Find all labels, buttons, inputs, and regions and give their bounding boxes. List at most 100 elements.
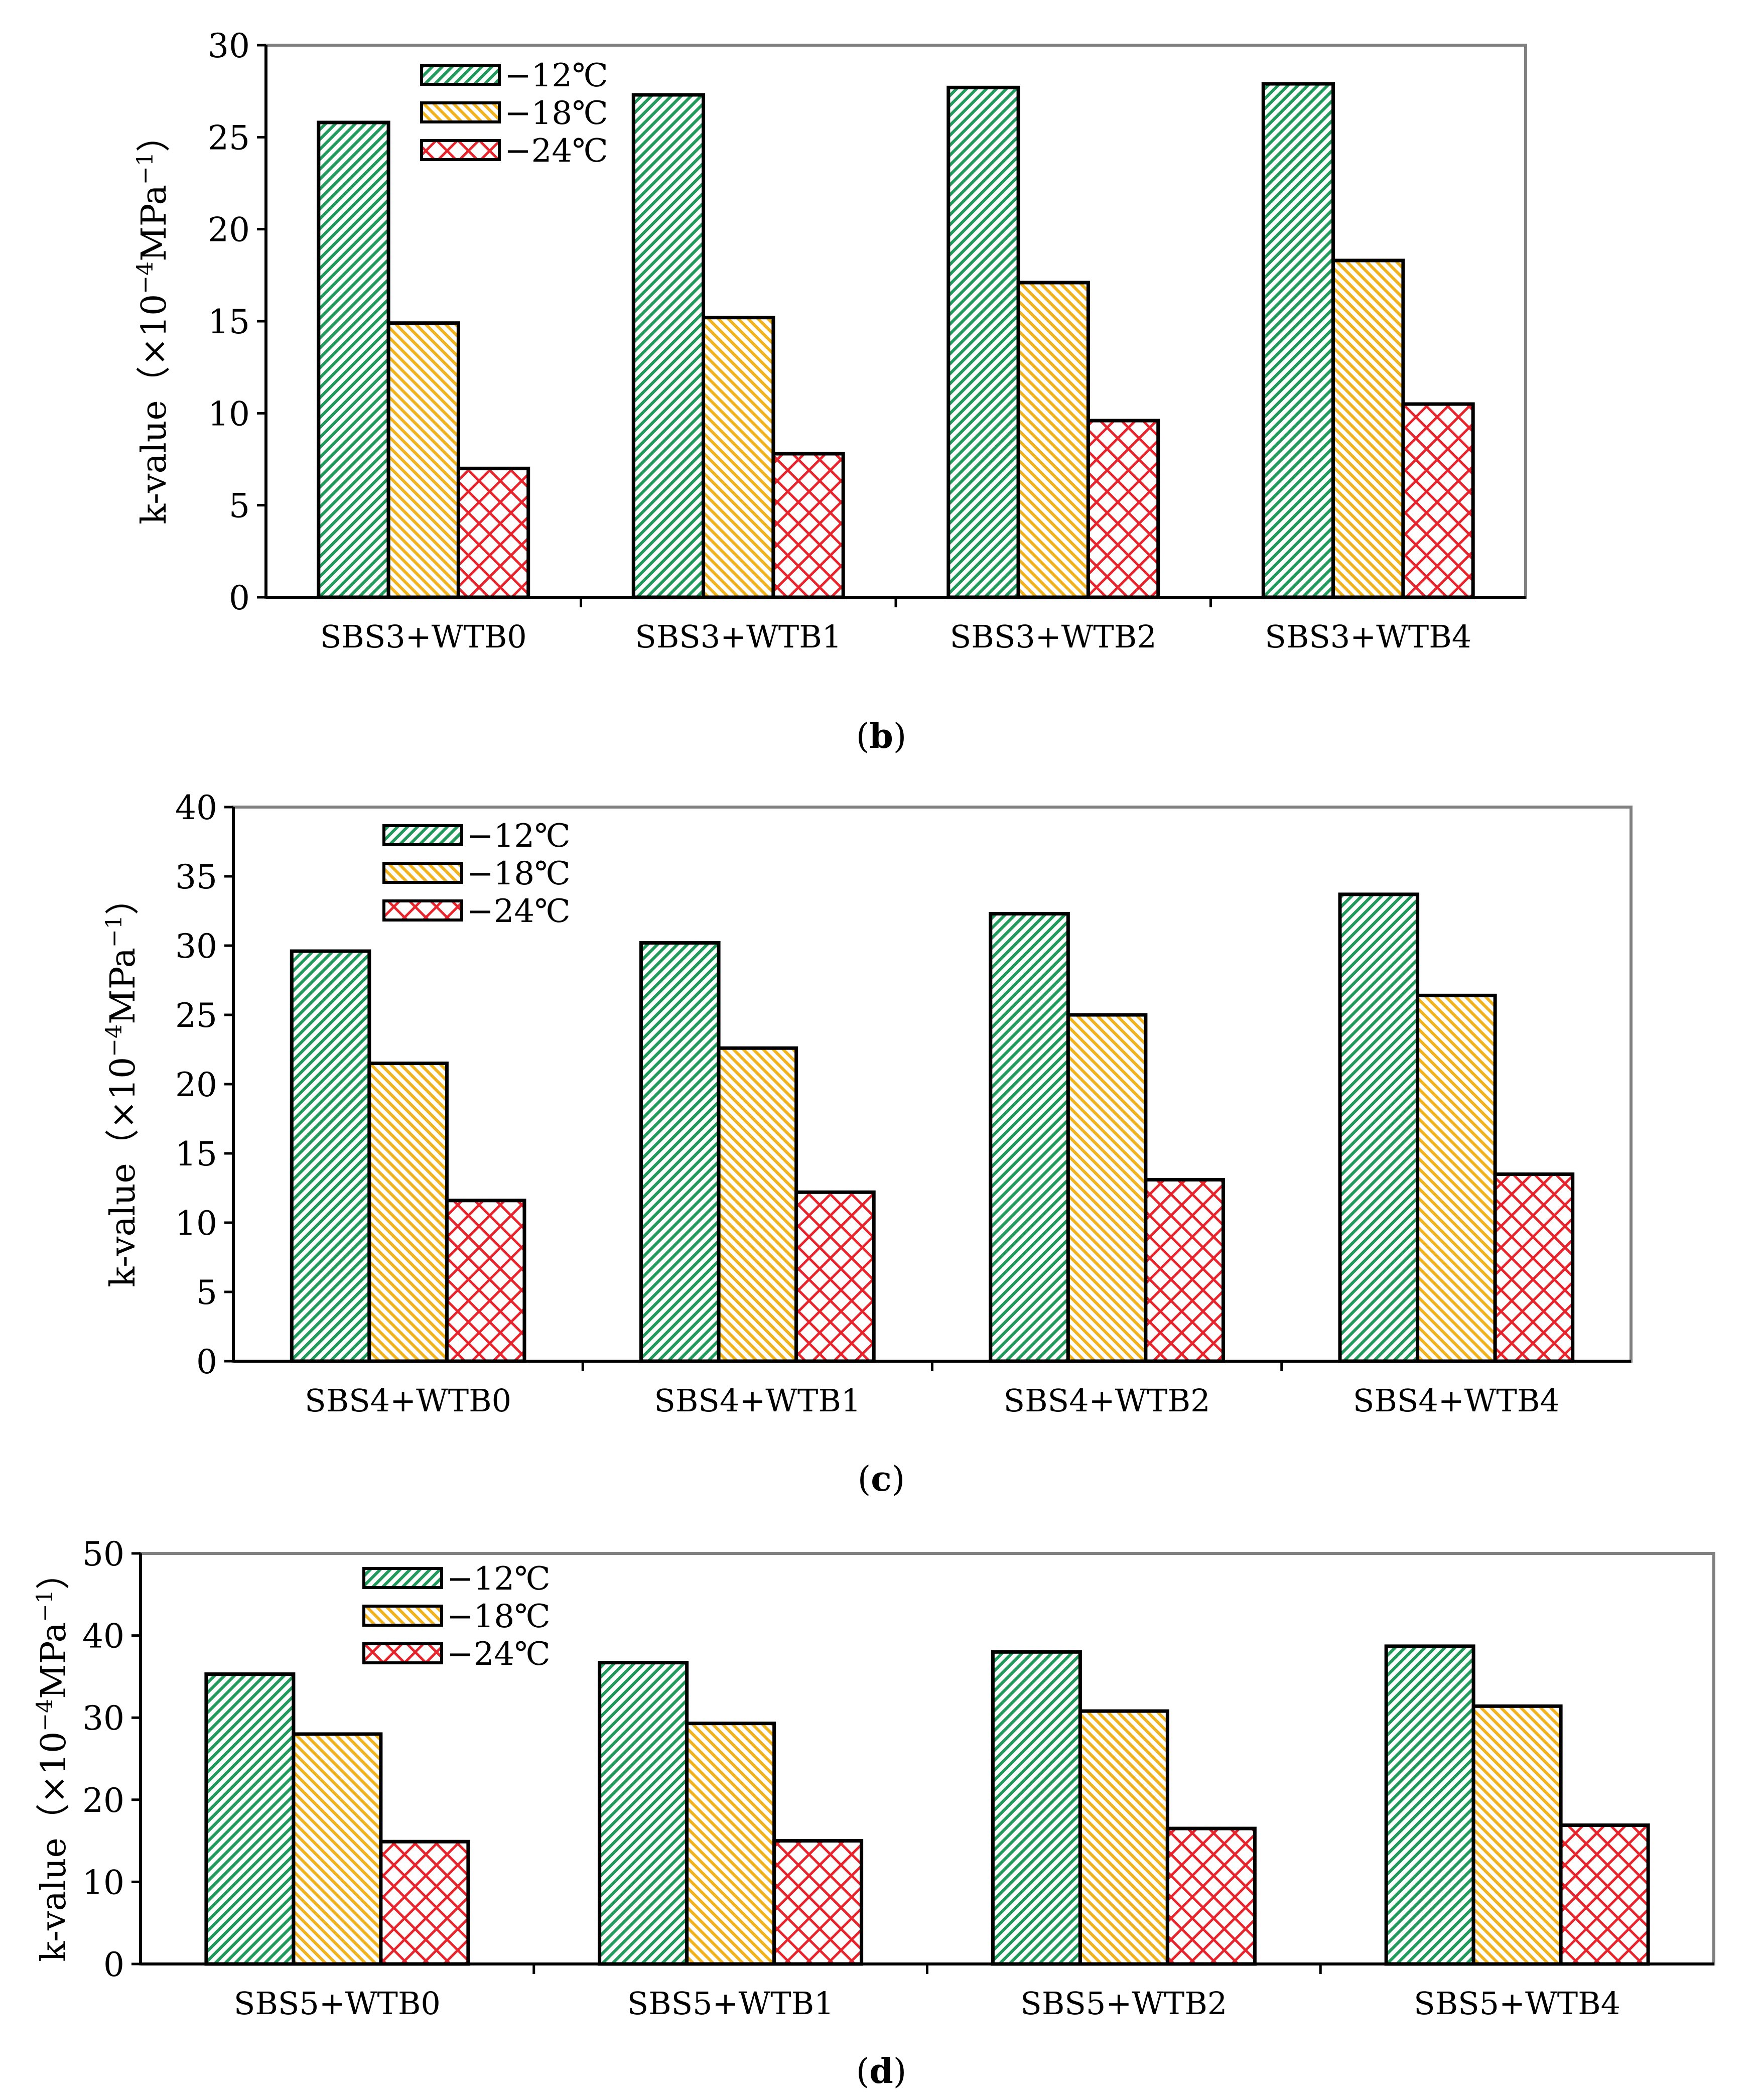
chart-b-bar (1261, 82, 1335, 599)
chart-c-legend-label: −12℃ (467, 818, 571, 855)
chart-d-y-axis-label: k-value（×10−4MPa−1） (32, 1555, 74, 1962)
chart-b-ylabel-main: k-value（×10 (134, 294, 174, 524)
chart-b-bar (702, 316, 775, 599)
chart-d-bar (204, 1672, 296, 1966)
chart-d-bar (1471, 1704, 1563, 1966)
chart-d-bar (1165, 1826, 1257, 1966)
chart-b-legend-swatch (420, 101, 501, 123)
chart-d-legend: −12℃−18℃−24℃ (362, 1560, 551, 1673)
chart-d-x-tick-label: SBS5+WTB1 (627, 1985, 834, 2022)
chart-b-bar (317, 120, 390, 599)
chart-c-y-tick-label: 35 (175, 858, 217, 896)
chart-b-y-tick-label: 20 (208, 211, 250, 249)
chart-c-caption: (c) (858, 1459, 905, 1499)
chart-b-legend-label: −18℃ (504, 95, 608, 132)
chart-b-legend-swatch (420, 64, 501, 86)
chart-c-bar (290, 949, 371, 1363)
chart-d-legend-label: −12℃ (447, 1560, 551, 1598)
chart-c-y-tick-label: 0 (196, 1343, 217, 1381)
chart-c-caption-letter: c (871, 1459, 891, 1499)
chart-d-bar (1559, 1823, 1650, 1966)
chart-c-y-tick-label: 10 (175, 1204, 217, 1243)
chart-d-caption-letter: d (869, 2051, 893, 2091)
chart-c-plot: 0 5 10 15 20 25 30 35 40 SBS4+WTB0 SBS4+WTB1 SBS4+W… (175, 789, 1633, 1419)
chart-panel-c: 0 5 10 15 20 25 30 35 40 SBS4+WTB0 SBS4+WTB1 SBS4+W… (101, 789, 1633, 1499)
chart-d-bar (772, 1839, 864, 1966)
chart-d-x-tick-label: SBS5+WTB0 (234, 1985, 441, 2022)
chart-d-y-tick-label: 0 (103, 1945, 124, 1984)
chart-c-bar (717, 1046, 798, 1363)
chart-b-x-tick-label: SBS3+WTB4 (1265, 618, 1471, 655)
chart-c-y-tick-label: 40 (175, 789, 217, 827)
chart-b-y-tick-label: 30 (208, 27, 250, 65)
chart-d-legend-swatch (362, 1605, 443, 1627)
chart-d-x-tick-label: SBS5+WTB2 (1020, 1985, 1227, 2022)
chart-c-legend-swatch (382, 824, 463, 846)
chart-c-bar (794, 1190, 876, 1363)
chart-c-bar (445, 1199, 526, 1363)
chart-b-caption-letter: b (869, 716, 893, 756)
chart-d-x-tick-label: SBS5+WTB4 (1414, 1985, 1620, 2022)
chart-b-y-tick-label: 0 (229, 579, 250, 617)
chart-b-legend: −12℃−18℃−24℃ (420, 57, 608, 170)
chart-b-bar (631, 93, 706, 599)
chart-b-x-tick-label: SBS3+WTB2 (950, 618, 1157, 655)
chart-b-x-tick-label: SBS3+WTB0 (320, 618, 527, 655)
chart-b-legend-label: −12℃ (504, 57, 608, 94)
chart-d-plot: 0 10 20 30 40 50 SBS5+WTB0 SBS5+WTB1 SBS5+WTB2 SB… (82, 1535, 1715, 2022)
chart-c-legend-label: −18℃ (467, 855, 571, 892)
chart-d-y-tick-label: 20 (82, 1781, 124, 1820)
chart-b-legend-label: −24℃ (504, 133, 608, 170)
chart-b-y-tick-label: 10 (208, 395, 250, 433)
chart-b-ylabel-sup2: −1 (132, 152, 158, 185)
chart-c-bar (1066, 1013, 1148, 1363)
chart-c-bar (639, 941, 721, 1363)
chart-c-bar (1338, 892, 1420, 1363)
chart-c-legend-swatch (382, 862, 463, 884)
chart-b-y-axis-label: k-value（×10−4MPa−1） (132, 118, 174, 524)
chart-c-ylabel-main: k-value（×10 (103, 1057, 143, 1287)
chart-b-ylabel-end: ） (134, 118, 174, 152)
chart-c-bar (1493, 1172, 1575, 1363)
chart-panel-b: 0 5 10 15 20 25 30 SBS3+WTB0 SBS3+WTB1 SBS3+WTB2 S… (132, 27, 1527, 756)
chart-c-bar (989, 912, 1070, 1363)
chart-d-y-tick-label: 30 (82, 1699, 124, 1738)
chart-d-legend-swatch (362, 1567, 443, 1589)
chart-c-y-axis-label: k-value（×10−4MPa−1） (101, 881, 143, 1287)
chart-c-legend: −12℃−18℃−24℃ (382, 818, 571, 930)
chart-c-legend-label: −24℃ (467, 893, 571, 930)
chart-b-y-tick-label: 15 (208, 303, 250, 341)
chart-c-ylabel-sup1: −4 (101, 1024, 127, 1057)
chart-d-caption: (d) (856, 2051, 907, 2091)
chart-d-ylabel-sup2: −1 (32, 1590, 58, 1622)
chart-d-bar (598, 1661, 689, 1966)
chart-d-y-tick-label: 50 (82, 1535, 124, 1573)
chart-d-legend-label: −24℃ (447, 1636, 551, 1673)
chart-c-x-tick-label: SBS4+WTB0 (305, 1382, 511, 1419)
chart-b-bar (1086, 419, 1160, 599)
chart-b-y-tick-label: 25 (208, 118, 250, 157)
chart-d-legend-label: −18℃ (447, 1598, 551, 1635)
chart-b-x-tick-label: SBS3+WTB1 (635, 618, 842, 655)
chart-b-bar (771, 452, 845, 599)
chart-b-bar (1401, 402, 1475, 599)
chart-c-bar (1416, 993, 1497, 1363)
chart-c-ylabel-sup2: −1 (101, 915, 127, 948)
chart-c-x-tick-label: SBS4+WTB1 (654, 1382, 861, 1419)
chart-c-x-tick-label: SBS4+WTB2 (1004, 1382, 1210, 1419)
chart-c-bar (1144, 1177, 1225, 1363)
chart-b-caption: (b) (856, 716, 907, 756)
chart-b-plot: 0 5 10 15 20 25 30 SBS3+WTB0 SBS3+WTB1 SBS3+WTB2 S… (208, 27, 1527, 655)
chart-c-y-tick-label: 30 (175, 927, 217, 966)
chart-b-y-tick-label: 5 (229, 487, 250, 526)
chart-d-bar (292, 1732, 383, 1966)
chart-d-ylabel-mid: MPa (34, 1622, 74, 1699)
chart-b-ylabel-sup1: −4 (132, 261, 158, 294)
chart-c-legend-swatch (382, 899, 463, 922)
chart-c-bar (367, 1062, 449, 1363)
chart-b-bar (946, 85, 1020, 599)
chart-b-bar (1016, 281, 1090, 599)
chart-d-ylabel-sup1: −4 (32, 1699, 58, 1732)
chart-b-bar (1331, 258, 1405, 599)
